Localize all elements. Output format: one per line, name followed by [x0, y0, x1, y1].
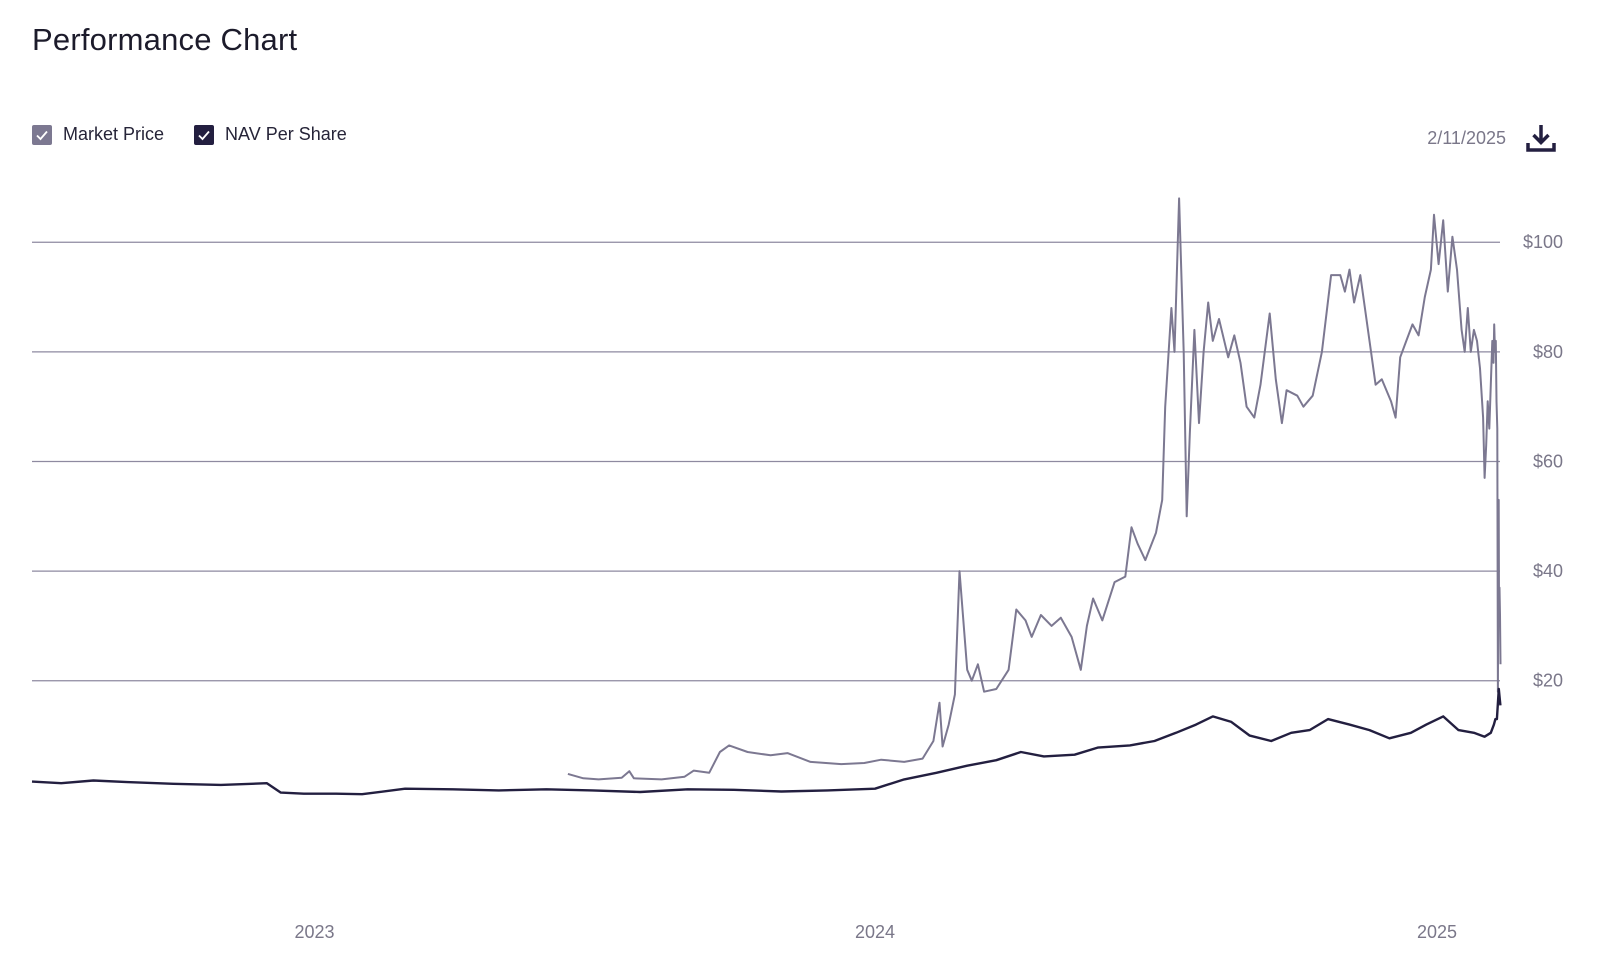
y-tick-label: $20	[1533, 671, 1563, 691]
y-tick-label: $40	[1533, 561, 1563, 581]
x-tick-label: 2025	[1417, 922, 1457, 942]
page-title: Performance Chart	[32, 22, 298, 57]
y-tick-label: $80	[1533, 342, 1563, 362]
grid-lines	[32, 241, 1500, 682]
nav-per-share-checkbox[interactable]	[194, 124, 215, 145]
y-tick-label: $60	[1533, 451, 1563, 471]
x-tick-label: 2024	[855, 922, 895, 942]
legend-label-nav-per-share: NAV Per Share	[225, 124, 347, 144]
chart-legend: Market Price NAV Per Share	[32, 124, 347, 145]
series-lines	[31, 197, 1502, 796]
download-button[interactable]	[1524, 121, 1558, 155]
x-axis-ticks: 2023 2024 2025	[295, 922, 1458, 942]
legend-item-nav-per-share[interactable]: NAV Per Share	[194, 124, 347, 145]
legend-item-market-price[interactable]: Market Price	[32, 124, 164, 145]
market-price-checkbox[interactable]	[32, 124, 52, 145]
legend-label-market-price: Market Price	[63, 124, 165, 144]
y-axis-ticks: $20 $40 $60 $80 $100	[1523, 232, 1563, 691]
x-tick-label: 2023	[295, 922, 335, 942]
download-icon	[1526, 125, 1556, 152]
series-line-market-price	[567, 197, 1502, 781]
as-of-date: 2/11/2025	[1427, 128, 1506, 148]
y-tick-label: $100	[1523, 232, 1563, 252]
check-icon	[198, 130, 210, 140]
series-line-nav-per-share	[31, 687, 1502, 796]
check-icon	[36, 130, 48, 140]
